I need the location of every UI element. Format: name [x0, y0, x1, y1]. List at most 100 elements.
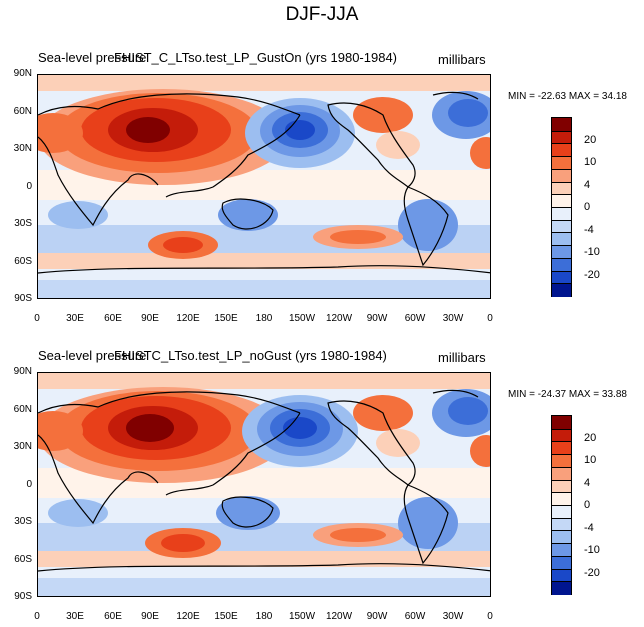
colorbar-label: -20: [584, 269, 600, 281]
panel-units-label: millibars: [438, 52, 486, 67]
panel-variable-label: Sea-level pressure: [38, 348, 147, 363]
lon-tick: 150W: [288, 611, 316, 622]
colorbar: [551, 117, 572, 297]
lon-tick: 120E: [176, 313, 200, 324]
colorbar-bin: [552, 194, 571, 208]
lon-tick: 60E: [104, 313, 122, 324]
colorbar-bin: [552, 492, 571, 506]
colorbar-label: 20: [584, 432, 597, 444]
colorbar-bin: [552, 530, 571, 545]
colorbar-bin: [552, 118, 571, 131]
lon-tick: 120W: [325, 611, 353, 622]
icelandic-low-core: [448, 397, 488, 425]
colorbar-bin: [552, 466, 571, 481]
lon-tick: 90W: [366, 313, 388, 324]
lon-tick: 60E: [104, 611, 122, 622]
southern-pressure-band: [38, 253, 490, 269]
lat-tick: 60S: [14, 554, 32, 565]
coastlines: [38, 389, 490, 572]
panel-case-label: FHISTC_LTso.test_LP_noGust (yrs 1980-198…: [114, 348, 387, 363]
lon-tick: 0: [487, 611, 493, 622]
lon-tick: 30E: [66, 611, 84, 622]
colorbar-bin: [552, 505, 571, 519]
lat-tick: 30N: [13, 143, 32, 154]
europe-high: [38, 113, 83, 153]
antarctica-field: [38, 578, 490, 596]
panel-min-max: MIN = -24.37 MAX = 33.88: [508, 389, 627, 400]
north-america-ridge: [376, 131, 420, 159]
lon-tick: 90E: [141, 611, 159, 622]
lat-tick: 60N: [13, 404, 32, 415]
map-plot: [37, 372, 491, 597]
colorbar-bin: [552, 283, 571, 297]
north-america-ridge: [376, 429, 420, 457]
colorbar-label: 4: [584, 477, 591, 489]
arctic-band: [38, 75, 490, 91]
colorbar-label: 4: [584, 179, 591, 191]
europe-high: [38, 411, 83, 451]
colorbar: [551, 415, 572, 595]
sea-level-pressure-map: [38, 75, 490, 298]
lat-tick: 0: [26, 181, 32, 192]
lon-tick: 0: [487, 313, 493, 324]
colorbar-bin: [552, 130, 571, 145]
indian-ocean-high-core: [163, 237, 203, 253]
pacific-south-high-core: [330, 230, 386, 244]
coastlines: [38, 91, 490, 274]
colorbar-bin: [552, 245, 571, 259]
south-america-low: [398, 199, 458, 251]
colorbar-bin: [552, 207, 571, 221]
lon-tick: 0: [34, 611, 40, 622]
icelandic-low-core: [448, 99, 488, 127]
colorbar-bin: [552, 517, 571, 532]
africa-low: [48, 499, 108, 527]
colorbar-label: -20: [584, 567, 600, 579]
australia-low: [218, 199, 278, 231]
colorbar-bin: [552, 156, 571, 170]
lon-tick: 120E: [176, 611, 200, 622]
panel-gust-on: Sea-level pressure FHIST_C_LTso.test_LP_…: [0, 0, 644, 324]
lon-tick: 180: [255, 611, 273, 622]
colorbar-bin: [552, 555, 571, 570]
colorbar-bin: [552, 219, 571, 234]
colorbar-bin: [552, 270, 571, 285]
south-america-low: [398, 497, 458, 549]
lon-tick: 90W: [366, 611, 388, 622]
figure-title: DJF-JJA: [285, 4, 359, 25]
lat-tick: 30S: [14, 516, 32, 527]
lon-tick: 150W: [288, 313, 316, 324]
panel-variable-label: Sea-level pressure: [38, 50, 147, 65]
colorbar-label: -10: [584, 544, 600, 556]
lat-tick: 30N: [13, 441, 32, 452]
lat-tick: 0: [26, 479, 32, 490]
panel-units-label: millibars: [438, 350, 486, 365]
pacific-south-high-core: [330, 528, 386, 542]
lon-tick: 60W: [404, 313, 426, 324]
colorbar-bin: [552, 428, 571, 443]
arctic-band: [38, 373, 490, 389]
colorbar-label: -10: [584, 246, 600, 258]
colorbar-bin: [552, 232, 571, 247]
lon-tick: 150E: [214, 313, 238, 324]
colorbar-bin: [552, 568, 571, 583]
lon-tick: 150E: [214, 611, 238, 622]
lon-tick: 120W: [325, 313, 353, 324]
lon-tick: 60W: [404, 611, 426, 622]
siberian-high-core: [126, 414, 174, 442]
colorbar-bin: [552, 454, 571, 468]
lat-tick: 60N: [13, 106, 32, 117]
colorbar-label: -4: [584, 522, 594, 534]
colorbar-label: 10: [584, 156, 597, 168]
lat-tick: 90N: [13, 68, 32, 79]
lon-tick: 30E: [66, 313, 84, 324]
panel-no-gust: Sea-level pressure FHISTC_LTso.test_LP_n…: [0, 298, 644, 622]
lat-tick: 90N: [13, 366, 32, 377]
lon-tick: 90E: [141, 313, 159, 324]
colorbar-label: 0: [584, 201, 591, 213]
aleutian-low-core: [283, 417, 317, 439]
atlantic-high: [470, 137, 490, 169]
siberian-high-core: [126, 117, 170, 143]
antarctica-field: [38, 280, 490, 298]
atlantic-high: [470, 435, 490, 467]
lat-tick: 90S: [14, 591, 32, 602]
